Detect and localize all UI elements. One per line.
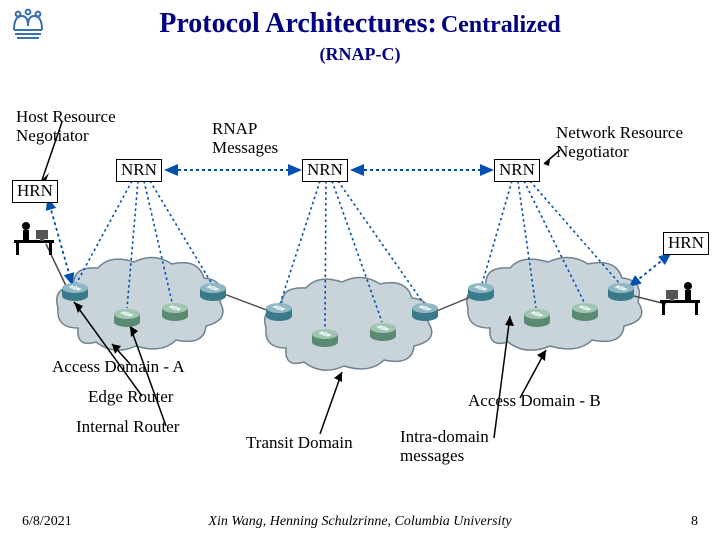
footer-citation: Xin Wang, Henning Schulzrinne, Columbia …: [0, 514, 720, 530]
hrn-box-left: HRN: [12, 180, 58, 203]
edge-router: [466, 280, 496, 304]
edge-router: [410, 300, 440, 324]
internal-router: [570, 300, 600, 324]
edge-router-label: Edge Router: [88, 388, 173, 407]
slide: Protocol Architectures: Centralized (RNA…: [0, 0, 720, 540]
internal-router-label: Internal Router: [76, 418, 179, 437]
access-a-label: Access Domain - A: [52, 358, 185, 377]
edge-router: [198, 280, 228, 304]
nrn-box-a: NRN: [116, 159, 162, 182]
nrn-box-transit: NRN: [302, 159, 348, 182]
edge-router: [264, 300, 294, 324]
transit-label: Transit Domain: [246, 434, 353, 453]
internal-router: [522, 306, 552, 330]
footer-page-number: 8: [691, 514, 698, 530]
access-b-label: Access Domain - B: [468, 392, 601, 411]
connections: [0, 0, 720, 540]
nrn-box-b: NRN: [494, 159, 540, 182]
internal-router: [160, 300, 190, 324]
edge-router: [60, 280, 90, 304]
person-left: [14, 218, 54, 258]
internal-router: [368, 320, 398, 344]
intra-label: Intra-domain messages: [400, 428, 489, 465]
hrn-box-right: HRN: [663, 232, 709, 255]
internal-router: [112, 306, 142, 330]
edge-router: [606, 280, 636, 304]
person-right: [660, 278, 700, 318]
internal-router: [310, 326, 340, 350]
